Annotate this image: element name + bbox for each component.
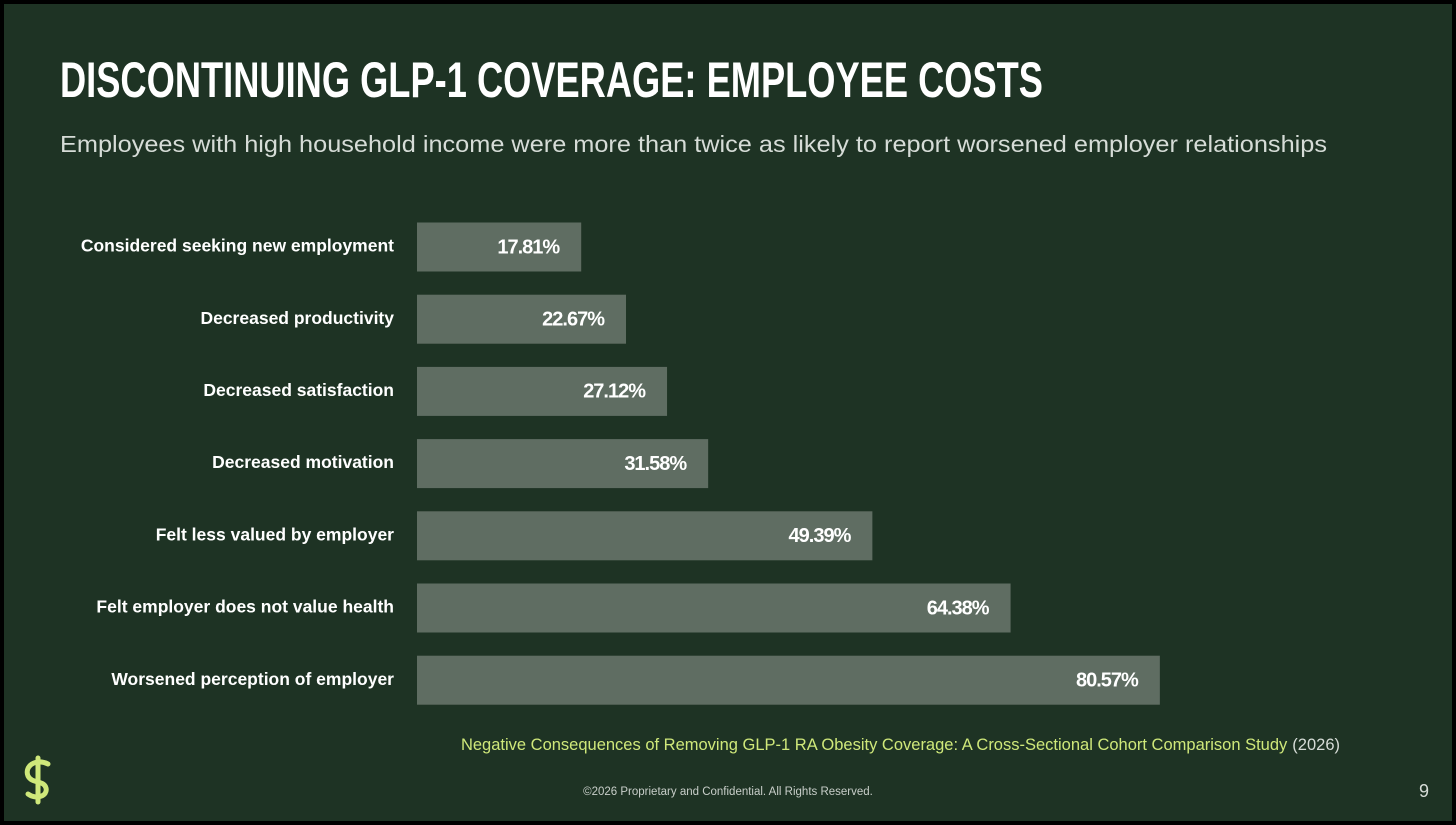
bar xyxy=(417,366,668,416)
value-label: 49.39% xyxy=(789,525,852,547)
category-label: Felt less valued by employer xyxy=(156,524,394,544)
category-label: Worsened perception of employer xyxy=(111,669,394,689)
chart-subtitle: Employees with high household income wer… xyxy=(60,131,1327,157)
page-number: 9 xyxy=(1419,781,1429,801)
bar xyxy=(417,439,709,489)
bar xyxy=(417,222,582,272)
category-label: Decreased productivity xyxy=(200,308,394,328)
value-label: 64.38% xyxy=(927,597,990,619)
category-label: Felt employer does not value health xyxy=(96,597,394,617)
category-label: Considered seeking new employment xyxy=(81,236,394,256)
bar xyxy=(417,655,1160,705)
value-label: 17.81% xyxy=(497,236,560,258)
source-year: (2026) xyxy=(1292,736,1340,754)
bar xyxy=(417,511,873,561)
chart-title: DISCONTINUING GLP-1 COVERAGE: EMPLOYEE C… xyxy=(60,52,1043,108)
source-title: Negative Consequences of Removing GLP-1 … xyxy=(461,736,1288,754)
value-label: 80.57% xyxy=(1076,669,1139,691)
category-label: Decreased satisfaction xyxy=(203,380,394,400)
category-label: Decreased motivation xyxy=(212,452,394,472)
source-citation: Negative Consequences of Removing GLP-1 … xyxy=(461,736,1340,754)
logo xyxy=(24,755,51,805)
bar xyxy=(417,583,1011,633)
value-label: 31.58% xyxy=(624,453,687,475)
footer: ©2026 Proprietary and Confidential. All … xyxy=(583,786,873,798)
value-label: 22.67% xyxy=(542,308,605,330)
value-label: 27.12% xyxy=(583,381,646,403)
bar xyxy=(417,294,627,344)
